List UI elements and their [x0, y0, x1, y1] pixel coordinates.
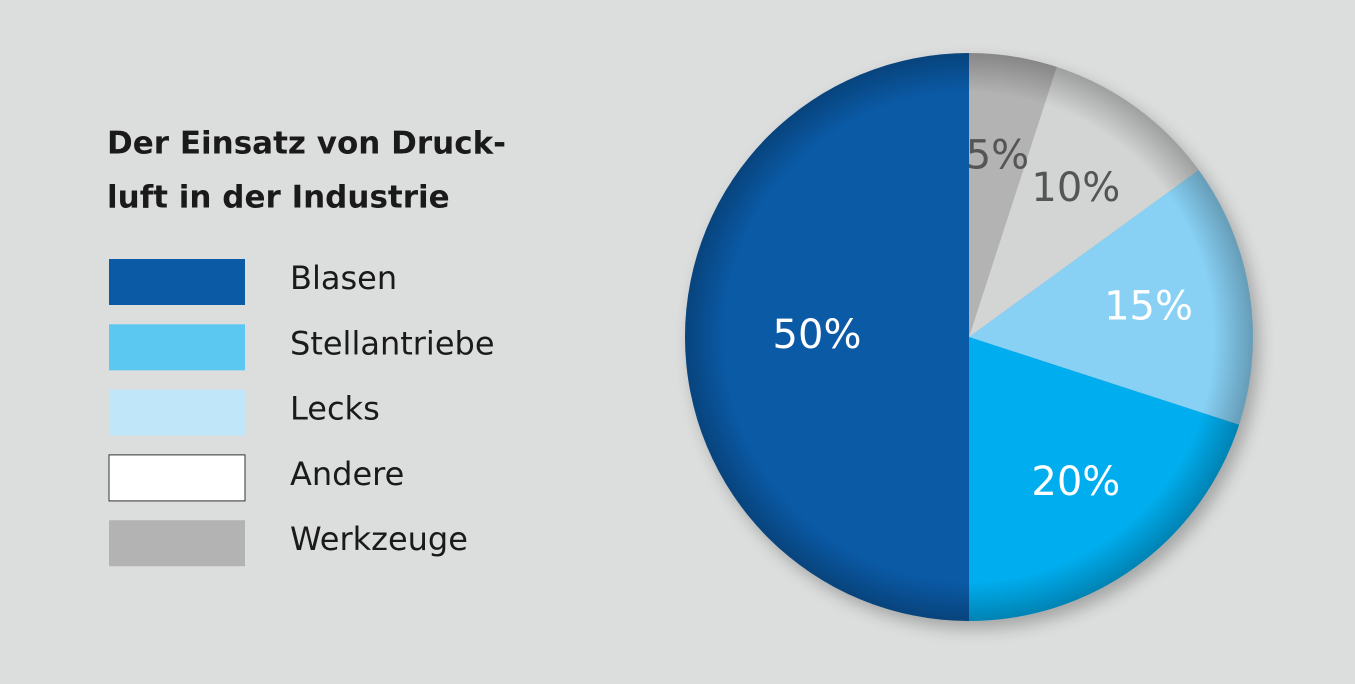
legend-swatch	[109, 520, 245, 567]
legend-label: Blasen	[290, 259, 397, 297]
legend-swatch	[109, 259, 245, 305]
legend-swatch	[109, 324, 245, 371]
value-label: 20%	[1031, 459, 1120, 505]
value-label: 10%	[1031, 165, 1120, 211]
legend-label: Werkzeuge	[290, 520, 468, 558]
legend-label: Stellantriebe	[290, 324, 495, 362]
legend-swatch	[108, 454, 246, 502]
value-label: 15%	[1104, 284, 1193, 330]
pie-shading	[685, 53, 1253, 621]
legend-swatch	[109, 389, 245, 436]
value-label: 5%	[966, 132, 1029, 178]
value-labels: 5%10% 15% 20% 50%	[773, 132, 1193, 505]
chart-title: luft in der Industrie	[107, 180, 450, 216]
legend-label: Andere	[290, 455, 404, 493]
value-label: 50%	[773, 312, 862, 358]
legend-label: Lecks	[290, 390, 380, 428]
chart-title: Der Einsatz von Druck-	[107, 126, 506, 162]
